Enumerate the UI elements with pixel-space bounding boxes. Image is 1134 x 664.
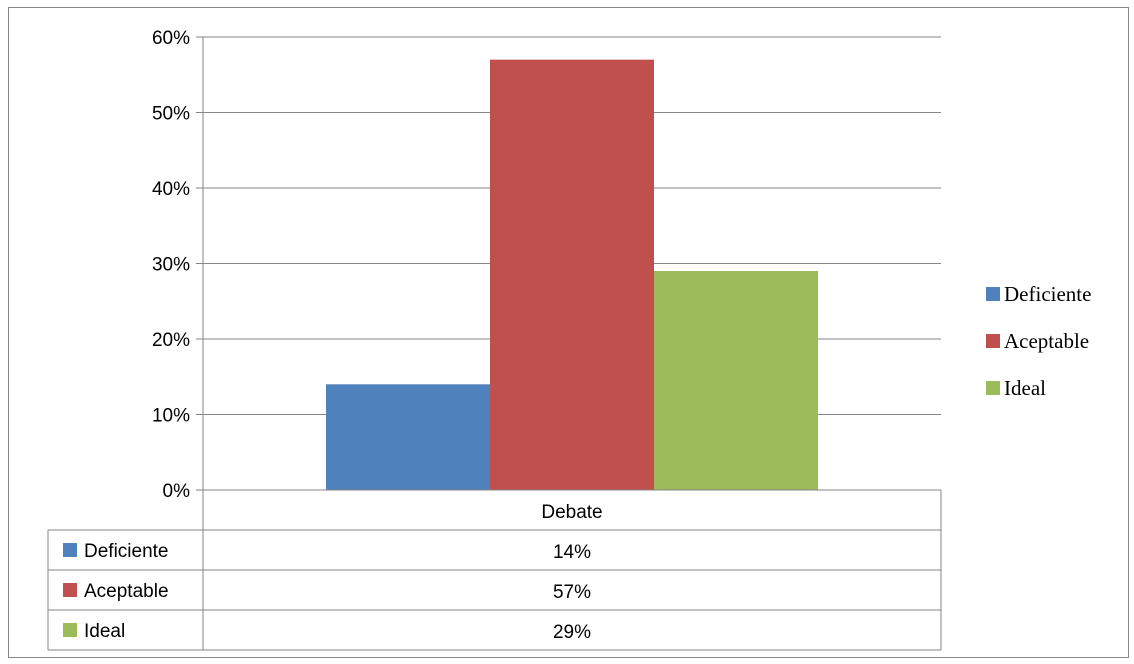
y-tick-label: 20% [152,330,190,351]
bar-aceptable [490,59,654,491]
table-series-label: Ideal [84,621,125,642]
y-tick-label: 50% [152,104,190,125]
legend: Deficiente Aceptable Ideal [986,282,1091,400]
legend-label: Deficiente [1004,282,1091,306]
table-series-label: Deficiente [84,541,169,562]
bars [326,59,818,491]
legend-key [986,287,1000,301]
table-legend-key [63,543,77,557]
y-tick-label: 0% [163,481,191,502]
axes [202,37,941,491]
legend-key [986,334,1000,348]
bar-ideal [654,271,818,490]
bar-deficiente [326,384,490,490]
table-category-label: Debate [541,502,602,523]
y-tick-label: 40% [152,179,190,200]
y-tick-label: 10% [152,406,190,427]
table-series-label: Aceptable [84,581,169,602]
table-value: 29% [553,622,591,643]
y-tick-label: 60% [152,28,190,49]
table-legend-key [63,583,77,597]
y-axis-ticks: 0% 10% 20% 30% 40% 50% 60% [152,28,203,502]
table-value: 57% [553,582,591,603]
legend-label: Ideal [1004,376,1046,400]
data-table: Debate Deficiente 14% Aceptable 57% Ideal 29% [47,490,942,651]
table-legend-key [63,623,77,637]
y-tick-label: 30% [152,255,190,276]
table-value: 14% [553,542,591,563]
legend-key [986,381,1000,395]
legend-label: Aceptable [1004,329,1089,353]
